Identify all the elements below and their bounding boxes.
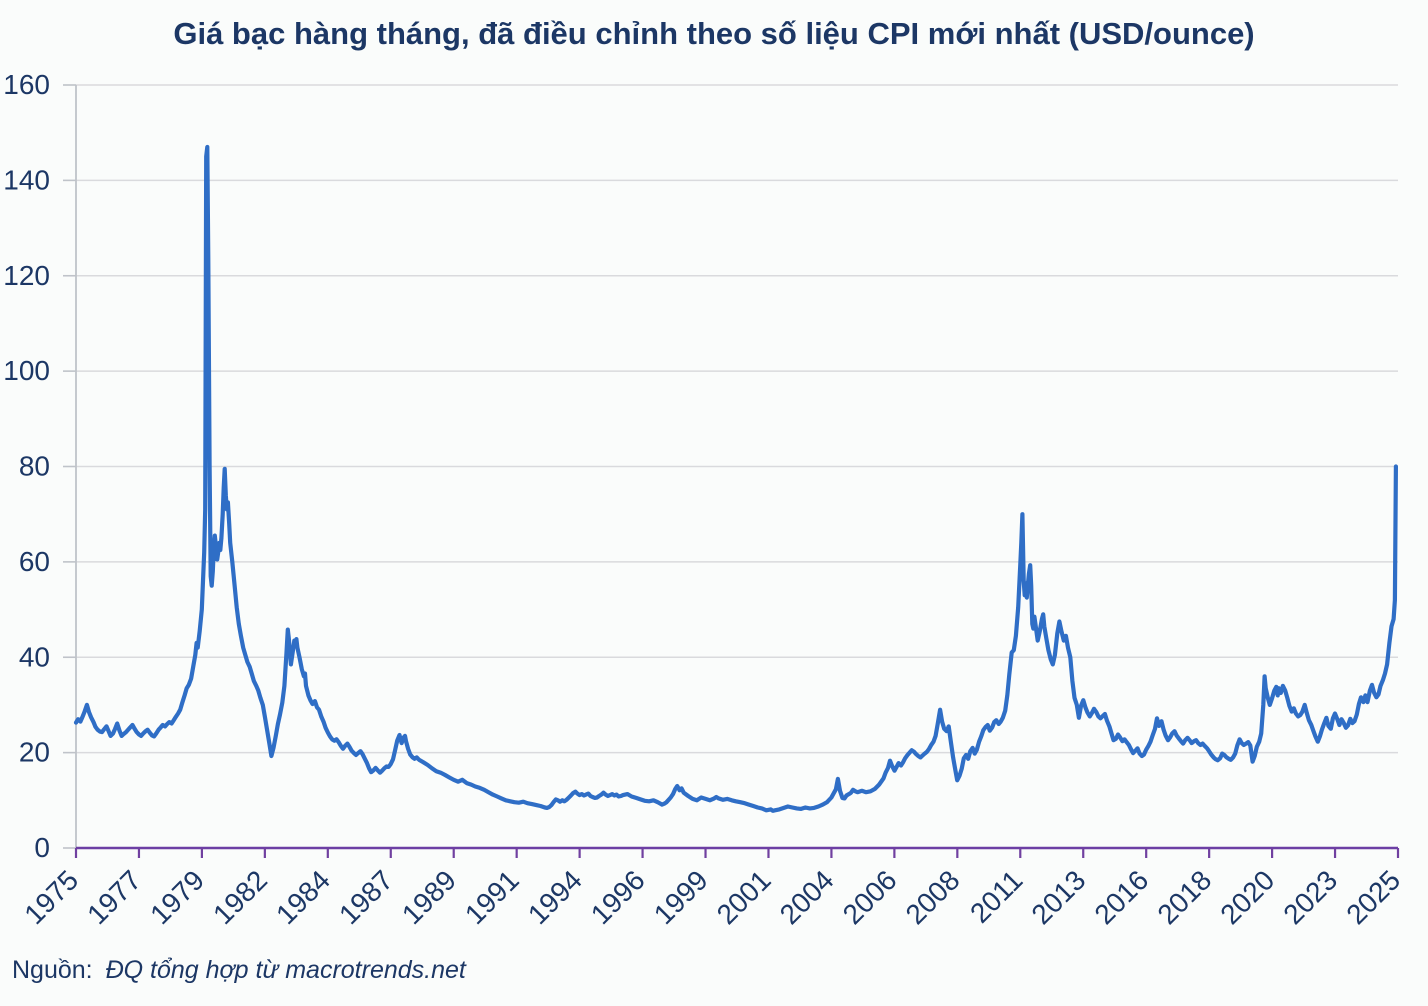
x-axis-tick-label: 2013 [1026, 864, 1092, 930]
x-axis-tick-label: 2008 [900, 864, 966, 930]
x-axis-tick-label: 2006 [837, 864, 903, 930]
y-axis-label: 160 [3, 69, 50, 100]
y-axis-label: 40 [19, 641, 50, 672]
y-axis-label: 60 [19, 546, 50, 577]
x-axis-tick-label: 2025 [1340, 864, 1406, 930]
x-axis-tick-label: 1987 [333, 864, 399, 930]
y-axis-label: 20 [19, 737, 50, 768]
y-axis-label: 140 [3, 164, 50, 195]
chart-title: Giá bạc hàng tháng, đã điều chỉnh theo s… [173, 16, 1255, 51]
silver-price-line [73, 144, 1399, 813]
x-axis-tick-label: 1977 [81, 864, 147, 930]
x-axis-tick-label: 2016 [1088, 864, 1154, 930]
y-axis-label: 80 [19, 451, 50, 482]
x-axis-tick-label: 1991 [459, 864, 525, 930]
x-axis-tick-label: 1994 [522, 864, 588, 930]
x-axis-tick-label: 2023 [1277, 864, 1343, 930]
x-axis-tick-label: 1979 [144, 864, 210, 930]
x-axis-tick-label: 2004 [774, 864, 840, 930]
source-note: Nguồn: ĐQ tổng hợp từ macrotrends.net [12, 956, 466, 985]
x-axis-tick-label: 2018 [1151, 864, 1217, 930]
source-text: ĐQ tổng hợp từ macrotrends.net [105, 956, 466, 984]
y-axis-label: 100 [3, 355, 50, 386]
x-axis-tick-label: 1999 [648, 864, 714, 930]
x-axis-tick-label: 2011 [964, 864, 1029, 929]
y-axis-label: 120 [3, 260, 50, 291]
source-label: Nguồn: [12, 956, 93, 984]
x-axis-tick-label: 1982 [207, 864, 273, 930]
x-axis-tick-label: 1975 [18, 864, 84, 930]
y-axis-label: 0 [34, 832, 50, 863]
x-axis-tick-label: 1989 [396, 864, 462, 930]
x-axis-tick-label: 1996 [585, 864, 651, 930]
x-axis-tick-label: 2020 [1214, 864, 1280, 930]
x-axis-tick-label: 2001 [711, 864, 777, 930]
x-axis-tick-label: 1984 [270, 864, 336, 930]
